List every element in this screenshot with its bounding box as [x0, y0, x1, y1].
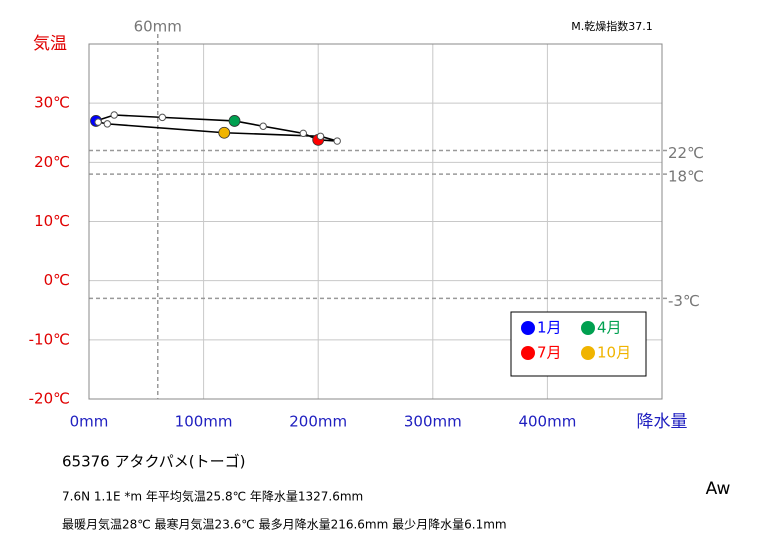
climate-class: Aw: [706, 479, 731, 499]
y-tick-label: 20℃: [34, 153, 70, 171]
y-axis-title: 気温: [33, 34, 67, 54]
month-point: [299, 129, 308, 138]
x-tick-label: 100mm: [175, 413, 233, 431]
month-point: [259, 122, 267, 130]
plot-area: [88, 43, 663, 400]
reference-label: 60mm: [134, 18, 182, 36]
month-point: [110, 111, 118, 119]
x-axis-title: 降水量: [637, 412, 688, 432]
y-tick-label: 10℃: [34, 212, 70, 230]
y-tick-label: 30℃: [34, 94, 70, 112]
legend-label: 1月: [537, 319, 562, 337]
info-line: 7.6N 1.1E *m 年平均気温25.8℃ 年降水量1327.6mm: [62, 489, 363, 504]
month-point: [228, 115, 241, 127]
month-point: [158, 113, 167, 122]
legend-marker: [581, 346, 595, 360]
legend-marker: [521, 321, 535, 335]
reference-label: 22℃: [668, 144, 704, 162]
month-point: [316, 132, 325, 141]
legend-label: 10月: [597, 344, 631, 362]
legend-box: [510, 311, 647, 377]
legend-label: 4月: [597, 319, 622, 337]
info-line: 最暖月気温28℃ 最寒月気温23.6℃ 最多月降水量216.6mm 最少月降水量…: [62, 517, 507, 532]
climate-line: [93, 114, 338, 142]
reference-label: -3℃: [668, 292, 700, 310]
month-point: [218, 126, 231, 139]
y-tick-label: 0℃: [44, 271, 70, 289]
legend-marker: [581, 321, 595, 335]
x-tick-label: 200mm: [289, 413, 347, 431]
y-tick-label: -10℃: [29, 330, 70, 348]
reference-label: 18℃: [668, 168, 704, 186]
y-tick-label: -20℃: [29, 390, 70, 408]
legend-label: 7月: [537, 344, 562, 362]
month-point: [103, 120, 112, 128]
x-tick-label: 0mm: [70, 413, 109, 431]
x-tick-label: 400mm: [518, 413, 576, 431]
legend-marker: [521, 346, 535, 360]
month-point: [333, 137, 341, 145]
station: 65376 アタクパメ(トーゴ): [62, 453, 245, 471]
month-point: [94, 118, 102, 126]
x-tick-label: 300mm: [404, 413, 462, 431]
dryness-index: M.乾燥指数37.1: [571, 19, 652, 33]
